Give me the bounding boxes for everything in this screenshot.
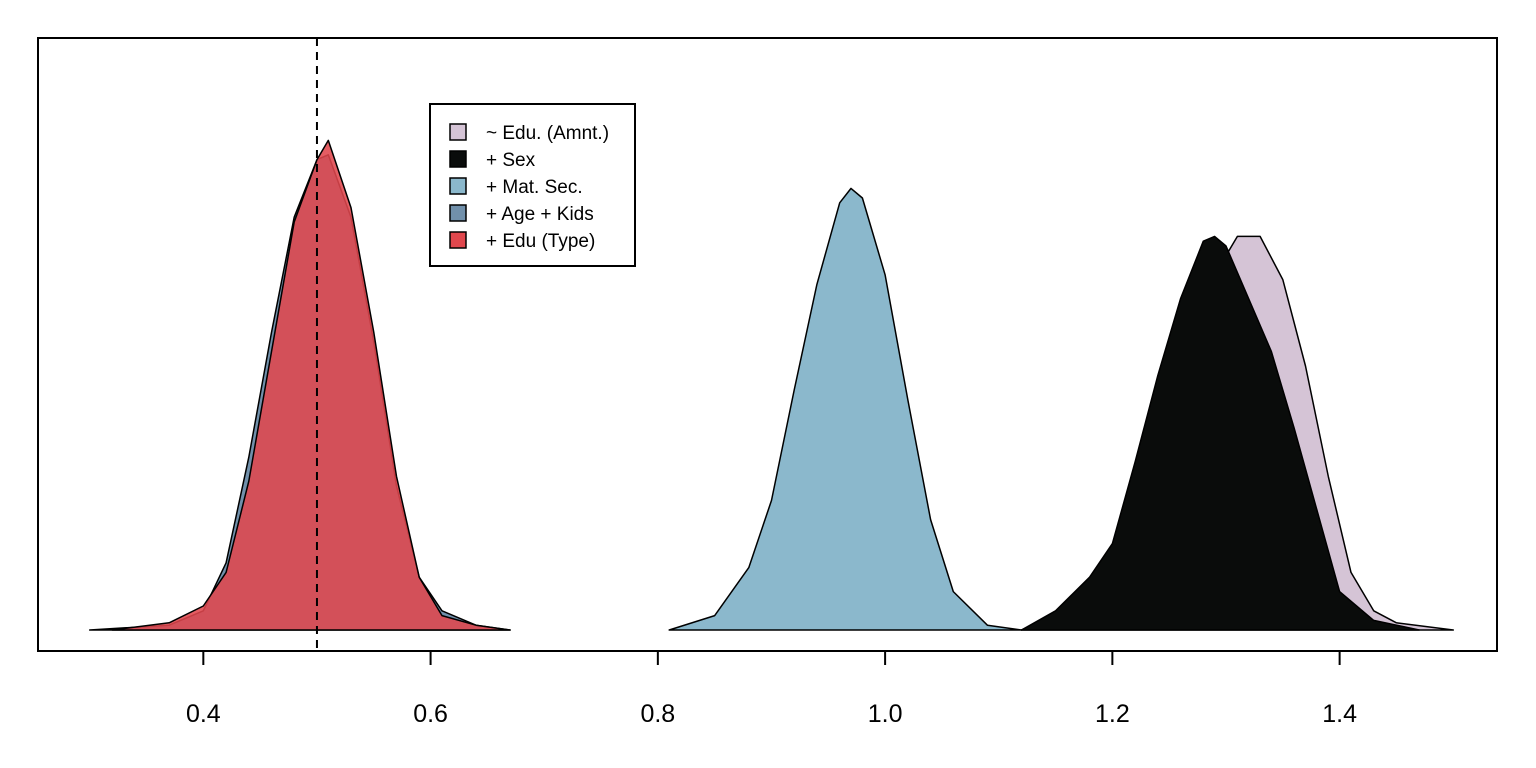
density-areas (88, 139, 1455, 631)
x-axis: 0.4 0.6 0.8 1.0 1.2 1.4 (186, 651, 1357, 728)
x-tick-label: 0.4 (186, 700, 221, 728)
x-tick-label: 0.8 (640, 700, 675, 728)
x-tick-label: 1.2 (1095, 700, 1130, 728)
x-tick-label: 1.4 (1322, 700, 1357, 728)
density-area-sex (1020, 235, 1420, 631)
legend-swatch (449, 123, 467, 141)
legend-swatch (449, 150, 467, 168)
density-area-mat-sec (668, 187, 1023, 631)
x-tick-label: 1.0 (868, 700, 903, 728)
legend-label: + Sex (486, 150, 536, 171)
legend-swatch (449, 177, 467, 195)
x-tick-label: 0.6 (413, 700, 448, 728)
plot-frame (37, 37, 1498, 652)
legend-label: + Edu (Type) (486, 231, 595, 252)
legend-swatch (449, 204, 467, 222)
legend-swatch (449, 231, 467, 249)
legend-label: + Age + Kids (486, 204, 594, 225)
legend-label: ~ Edu. (Amnt.) (486, 123, 609, 144)
legend: ~ Edu. (Amnt.) + Sex + Mat. Sec. + Age + Ki… (429, 103, 636, 267)
legend-label: + Mat. Sec. (486, 177, 583, 198)
density-area-edu-type (111, 139, 511, 631)
